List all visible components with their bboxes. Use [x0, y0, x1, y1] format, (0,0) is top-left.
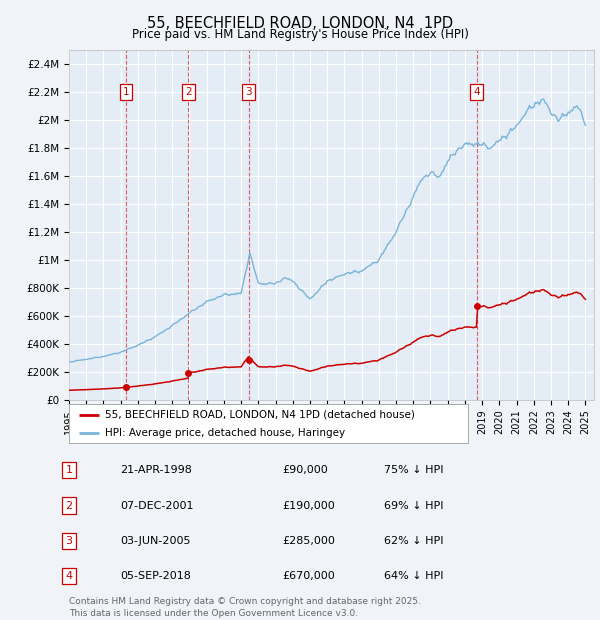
Text: 55, BEECHFIELD ROAD, LONDON, N4  1PD: 55, BEECHFIELD ROAD, LONDON, N4 1PD [147, 16, 453, 30]
Text: £190,000: £190,000 [282, 500, 335, 511]
Text: 62% ↓ HPI: 62% ↓ HPI [384, 536, 443, 546]
Text: 05-SEP-2018: 05-SEP-2018 [120, 571, 191, 582]
Text: 03-JUN-2005: 03-JUN-2005 [120, 536, 191, 546]
Text: Price paid vs. HM Land Registry's House Price Index (HPI): Price paid vs. HM Land Registry's House … [131, 28, 469, 41]
Text: Contains HM Land Registry data © Crown copyright and database right 2025.
This d: Contains HM Land Registry data © Crown c… [69, 597, 421, 618]
Text: HPI: Average price, detached house, Haringey: HPI: Average price, detached house, Hari… [105, 428, 345, 438]
Text: 07-DEC-2001: 07-DEC-2001 [120, 500, 193, 511]
Text: 2: 2 [185, 87, 191, 97]
Text: 4: 4 [473, 87, 480, 97]
Text: 4: 4 [65, 571, 73, 582]
Text: 1: 1 [65, 465, 73, 476]
Text: 3: 3 [245, 87, 252, 97]
Text: 64% ↓ HPI: 64% ↓ HPI [384, 571, 443, 582]
Text: 2: 2 [65, 500, 73, 511]
Text: 21-APR-1998: 21-APR-1998 [120, 465, 192, 476]
Text: £90,000: £90,000 [282, 465, 328, 476]
Text: 1: 1 [122, 87, 129, 97]
Text: 75% ↓ HPI: 75% ↓ HPI [384, 465, 443, 476]
Text: 69% ↓ HPI: 69% ↓ HPI [384, 500, 443, 511]
Text: £285,000: £285,000 [282, 536, 335, 546]
Text: 55, BEECHFIELD ROAD, LONDON, N4 1PD (detached house): 55, BEECHFIELD ROAD, LONDON, N4 1PD (det… [105, 410, 415, 420]
Text: £670,000: £670,000 [282, 571, 335, 582]
Text: 3: 3 [65, 536, 73, 546]
